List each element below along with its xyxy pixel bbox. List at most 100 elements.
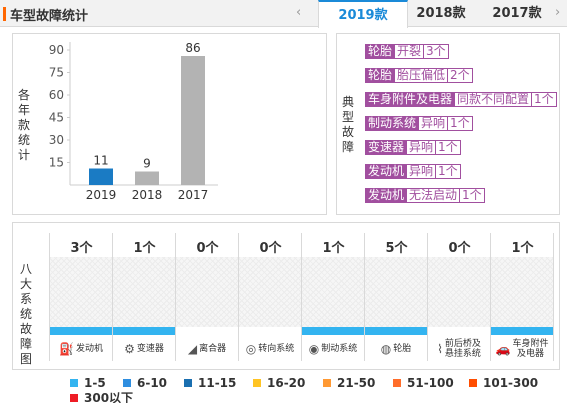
year-bar[interactable] bbox=[89, 168, 113, 186]
tab-2019[interactable]: 2019款 bbox=[318, 0, 408, 28]
legend-item: 300以下 bbox=[70, 391, 133, 403]
system-fault-count: 1个 bbox=[511, 241, 534, 256]
legend-item: 101-300 bbox=[469, 376, 538, 390]
system-label-cell: 🚗 车身附件 及电器 bbox=[491, 337, 553, 361]
legend-label: 16-20 bbox=[267, 376, 306, 390]
fault-issue: 同款不同配置 bbox=[454, 93, 532, 106]
next-arrow-icon[interactable]: › bbox=[555, 5, 561, 20]
system-fault-count: 0个 bbox=[196, 241, 219, 256]
system-column[interactable]: 3个 ⛽ 发动机 bbox=[50, 233, 113, 361]
year-bar[interactable] bbox=[181, 56, 205, 185]
typical-faults-label-text: 典型故障 bbox=[342, 95, 355, 154]
bar-category-label: 2019 bbox=[86, 188, 117, 202]
system-label-cell: ⛽ 发动机 bbox=[50, 337, 112, 361]
title-accent-bar bbox=[3, 7, 6, 21]
y-tick-label: 90 bbox=[49, 43, 64, 57]
fault-part: 车身附件及电器 bbox=[368, 92, 453, 106]
fault-count: 1个 bbox=[531, 93, 556, 106]
steering-wheel-icon: ◎ bbox=[245, 342, 257, 356]
legend-swatch bbox=[323, 379, 331, 387]
legend-item: 51-100 bbox=[393, 376, 454, 390]
fault-part: 轮胎 bbox=[368, 44, 393, 58]
bar-value-label: 9 bbox=[143, 157, 151, 171]
legend-label: 101-300 bbox=[483, 376, 539, 390]
section-title: 车型故障统计 bbox=[10, 9, 89, 24]
system-fault-count: 3个 bbox=[70, 241, 93, 256]
fault-part: 发动机 bbox=[368, 188, 405, 202]
y-tick-label: 75 bbox=[49, 66, 64, 80]
typical-fault-tag[interactable]: 轮胎 开裂 3个 bbox=[365, 44, 449, 59]
typical-fault-tag[interactable]: 变速器 异响 1个 bbox=[365, 140, 461, 155]
system-label: 变速器 bbox=[136, 344, 164, 354]
suspension-icon: ⌇ bbox=[437, 342, 443, 356]
fault-count: 2个 bbox=[447, 69, 472, 82]
system-column[interactable]: 0个 ◎ 转向系统 bbox=[239, 233, 302, 361]
legend-label: 21-50 bbox=[337, 376, 376, 390]
typical-fault-tag[interactable]: 发动机 无法启动 1个 bbox=[365, 188, 485, 203]
system-column[interactable]: 1个 ◉ 制动系统 bbox=[302, 233, 365, 361]
system-column[interactable]: 1个 ⚙ 变速器 bbox=[113, 233, 176, 361]
system-label-cell: ◢ 离合器 bbox=[176, 337, 238, 361]
legend-item: 1-5 bbox=[70, 376, 106, 390]
eight-systems-label: 八大系统故障图 bbox=[20, 262, 34, 367]
fault-part: 变速器 bbox=[368, 140, 405, 154]
system-label: 发动机 bbox=[75, 344, 103, 354]
system-label-cell: ◍ 轮胎 bbox=[365, 337, 427, 361]
system-hatch-area bbox=[239, 257, 301, 327]
tab-2018[interactable]: 2018款 bbox=[416, 6, 466, 21]
legend-swatch bbox=[70, 394, 78, 402]
system-label: 轮胎 bbox=[393, 344, 412, 354]
system-fault-count: 0个 bbox=[259, 241, 282, 256]
system-fault-count: 0个 bbox=[448, 241, 471, 256]
fault-issue: 无法启动 bbox=[406, 189, 460, 202]
engine-icon: ⛽ bbox=[59, 342, 74, 356]
fault-count: 1个 bbox=[435, 165, 460, 178]
system-label-cell: ◎ 转向系统 bbox=[239, 337, 301, 361]
legend-label: 1-5 bbox=[84, 376, 106, 390]
system-label-cell: ⚙ 变速器 bbox=[113, 337, 175, 361]
y-tick-label: 60 bbox=[49, 88, 64, 102]
fault-part: 轮胎 bbox=[368, 68, 393, 82]
system-hatch-area bbox=[491, 257, 553, 327]
year-chart-label: 各年款统计 bbox=[18, 88, 32, 163]
bar-value-label: 11 bbox=[93, 154, 108, 168]
system-label-line1: 车身附件 bbox=[512, 339, 549, 349]
systems-grid-left-border bbox=[49, 233, 50, 361]
system-label-line1: 前后桥及 bbox=[444, 339, 481, 349]
legend-label: 300以下 bbox=[84, 391, 134, 403]
typical-fault-tag[interactable]: 车身附件及电器 同款不同配置 1个 bbox=[365, 92, 557, 107]
typical-fault-tag[interactable]: 轮胎 胎压偏低 2个 bbox=[365, 68, 473, 83]
clutch-pedal-icon: ◢ bbox=[187, 342, 198, 356]
system-fault-count: 1个 bbox=[322, 241, 345, 256]
typical-fault-tag[interactable]: 制动系统 异响 1个 bbox=[365, 116, 473, 131]
system-column[interactable]: 1个 🚗 车身附件 及电器 bbox=[491, 233, 554, 361]
system-hatch-area bbox=[176, 257, 238, 327]
system-column[interactable]: 5个 ◍ 轮胎 bbox=[365, 233, 428, 361]
prev-arrow-icon[interactable]: ‹ bbox=[296, 5, 302, 20]
year-bar[interactable] bbox=[135, 171, 159, 186]
typical-faults-label: 典型故障 bbox=[342, 95, 356, 155]
system-label: 转向系统 bbox=[258, 344, 295, 354]
legend-item: 16-20 bbox=[253, 376, 305, 390]
system-column[interactable]: 0个 ◢ 离合器 bbox=[176, 233, 239, 361]
y-tick-label: 15 bbox=[49, 156, 64, 170]
fault-count: 1个 bbox=[447, 117, 472, 130]
tire-icon: ◍ bbox=[380, 342, 392, 356]
system-hatch-area bbox=[428, 257, 490, 327]
system-label-cell: ◉ 制动系统 bbox=[302, 337, 364, 361]
system-level-bar bbox=[50, 327, 112, 335]
legend-swatch bbox=[70, 379, 78, 387]
system-label-line2: 悬挂系统 bbox=[444, 349, 481, 359]
fault-stats-header: 车型故障统计 ‹ 2019款 2018款 2017款 › bbox=[0, 0, 567, 28]
system-level-bar bbox=[491, 327, 553, 335]
system-fault-count: 5个 bbox=[385, 241, 408, 256]
system-fault-count: 1个 bbox=[133, 241, 156, 256]
bar-category-label: 2018 bbox=[132, 188, 163, 202]
legend-item: 21-50 bbox=[323, 376, 375, 390]
typical-fault-tag[interactable]: 发动机 异响 1个 bbox=[365, 164, 461, 179]
system-column[interactable]: 0个 ⌇ 前后桥及 悬挂系统 bbox=[428, 233, 491, 361]
tab-2017[interactable]: 2017款 bbox=[492, 6, 542, 21]
fault-issue: 胎压偏低 bbox=[394, 69, 448, 82]
y-tick-label: 45 bbox=[49, 111, 64, 125]
system-hatch-area bbox=[50, 257, 112, 327]
